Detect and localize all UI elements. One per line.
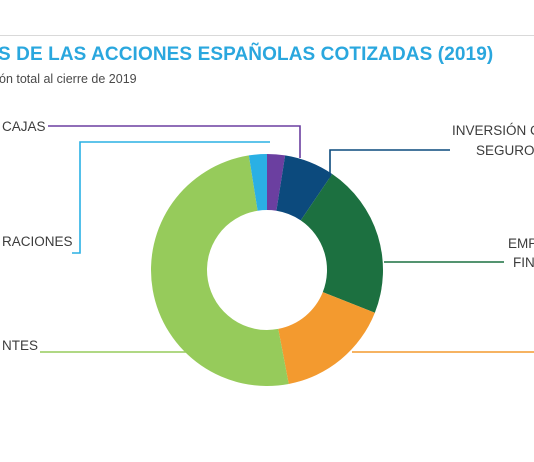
donut-slice-1 bbox=[276, 155, 333, 221]
top-rule bbox=[0, 35, 534, 36]
chart-subtitle: ón total al cierre de 2019 bbox=[0, 72, 137, 86]
leader-line-1 bbox=[329, 149, 450, 185]
slice-label-0-0: CAJAS bbox=[2, 119, 46, 134]
slice-label-5-0: RACIONES bbox=[2, 234, 73, 249]
slice-label-4-0: NTES bbox=[2, 338, 38, 353]
donut-slice-5 bbox=[248, 154, 267, 211]
leader-line-5 bbox=[72, 141, 270, 254]
donut-slice-4 bbox=[151, 155, 289, 386]
donut-slice-2 bbox=[300, 174, 383, 313]
donut-slice-0 bbox=[267, 154, 286, 211]
slice-label-1-1: SEGURO bbox=[476, 143, 534, 158]
slice-label-2-1: FIN bbox=[513, 255, 534, 270]
slice-label-2-0: EMP bbox=[508, 236, 534, 251]
chart-title: S DE LAS ACCIONES ESPAÑOLAS COTIZADAS (2… bbox=[0, 44, 494, 65]
leader-line-0 bbox=[48, 125, 301, 158]
slice-label-1-0: INVERSIÓN C bbox=[452, 123, 534, 138]
donut-slice-3 bbox=[278, 292, 375, 384]
